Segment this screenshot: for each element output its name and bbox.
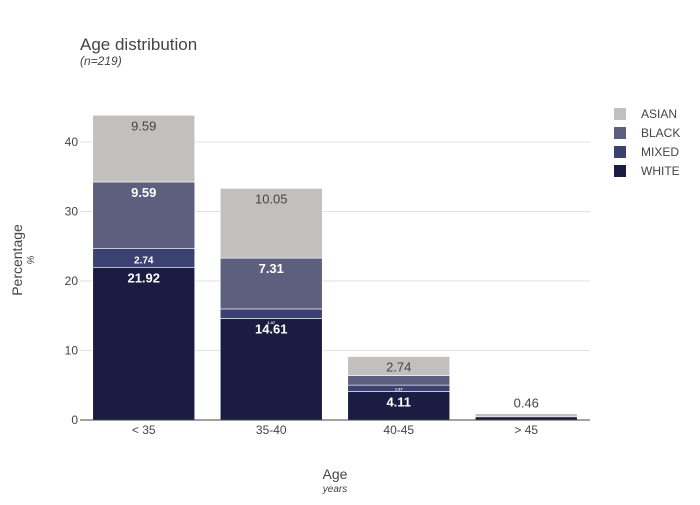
bar-segment: [219, 257, 323, 310]
bar-segment: [219, 308, 323, 319]
bar-segment: [92, 267, 196, 421]
y-tick-label: 40: [65, 135, 79, 149]
x-tick-label: < 35: [132, 423, 156, 437]
bars: [92, 115, 578, 421]
y-tick-label: 20: [65, 274, 79, 288]
bar-segment: [219, 187, 323, 259]
data-label: 9.59: [131, 118, 156, 133]
legend-swatch: [614, 108, 626, 120]
bar-segment: [219, 318, 323, 421]
legend-swatch: [614, 165, 626, 177]
bar-segment: [474, 413, 578, 418]
legend-label: ASIAN: [641, 107, 677, 121]
x-tick-label: 35-40: [256, 423, 287, 437]
data-label: 2.74: [134, 256, 154, 267]
legend-swatch: [614, 146, 626, 158]
y-tick-label: 10: [65, 344, 79, 358]
x-axis-title: Age: [323, 466, 348, 482]
y-tick-label: 0: [71, 413, 78, 427]
y-axis-unit: %: [26, 255, 37, 264]
legend-label: MIXED: [641, 145, 679, 159]
y-tick-label: 30: [65, 205, 79, 219]
legend-swatch: [614, 127, 626, 139]
bar-segment: [347, 391, 451, 421]
data-label: 1.37: [395, 387, 404, 392]
legend-label: WHITE: [641, 164, 680, 178]
data-label: 14.61: [255, 321, 288, 336]
data-label: 2.74: [386, 360, 411, 375]
data-label: 0.46: [514, 396, 539, 411]
data-label: 4.11: [386, 394, 411, 409]
legend: ASIAN BLACK MIXED WHITE: [614, 107, 680, 178]
bar-segment: [347, 375, 451, 386]
data-label: 9.59: [131, 185, 156, 200]
axes: 0 10 20 30 40 < 35 35-40 40-45 > 45: [65, 135, 590, 437]
x-tick-label: > 45: [514, 423, 538, 437]
chart-subtitle: (n=219): [80, 54, 122, 68]
x-axis-unit: years: [322, 484, 347, 495]
x-tick-label: 40-45: [383, 423, 414, 437]
legend-label: BLACK: [641, 126, 680, 140]
data-label: 10.05: [255, 191, 288, 206]
data-label: 21.92: [127, 271, 160, 286]
bar-segment: [347, 356, 451, 376]
data-labels: 21.922.749.599.5914.611.377.3110.054.111…: [127, 118, 538, 410]
chart-title: Age distribution: [80, 35, 197, 54]
y-axis-title: Percentage: [9, 224, 25, 296]
bar-segment: [92, 115, 196, 183]
bar-segment: [92, 181, 196, 249]
data-label: 1.37: [267, 320, 276, 325]
data-label: 7.31: [259, 261, 284, 276]
